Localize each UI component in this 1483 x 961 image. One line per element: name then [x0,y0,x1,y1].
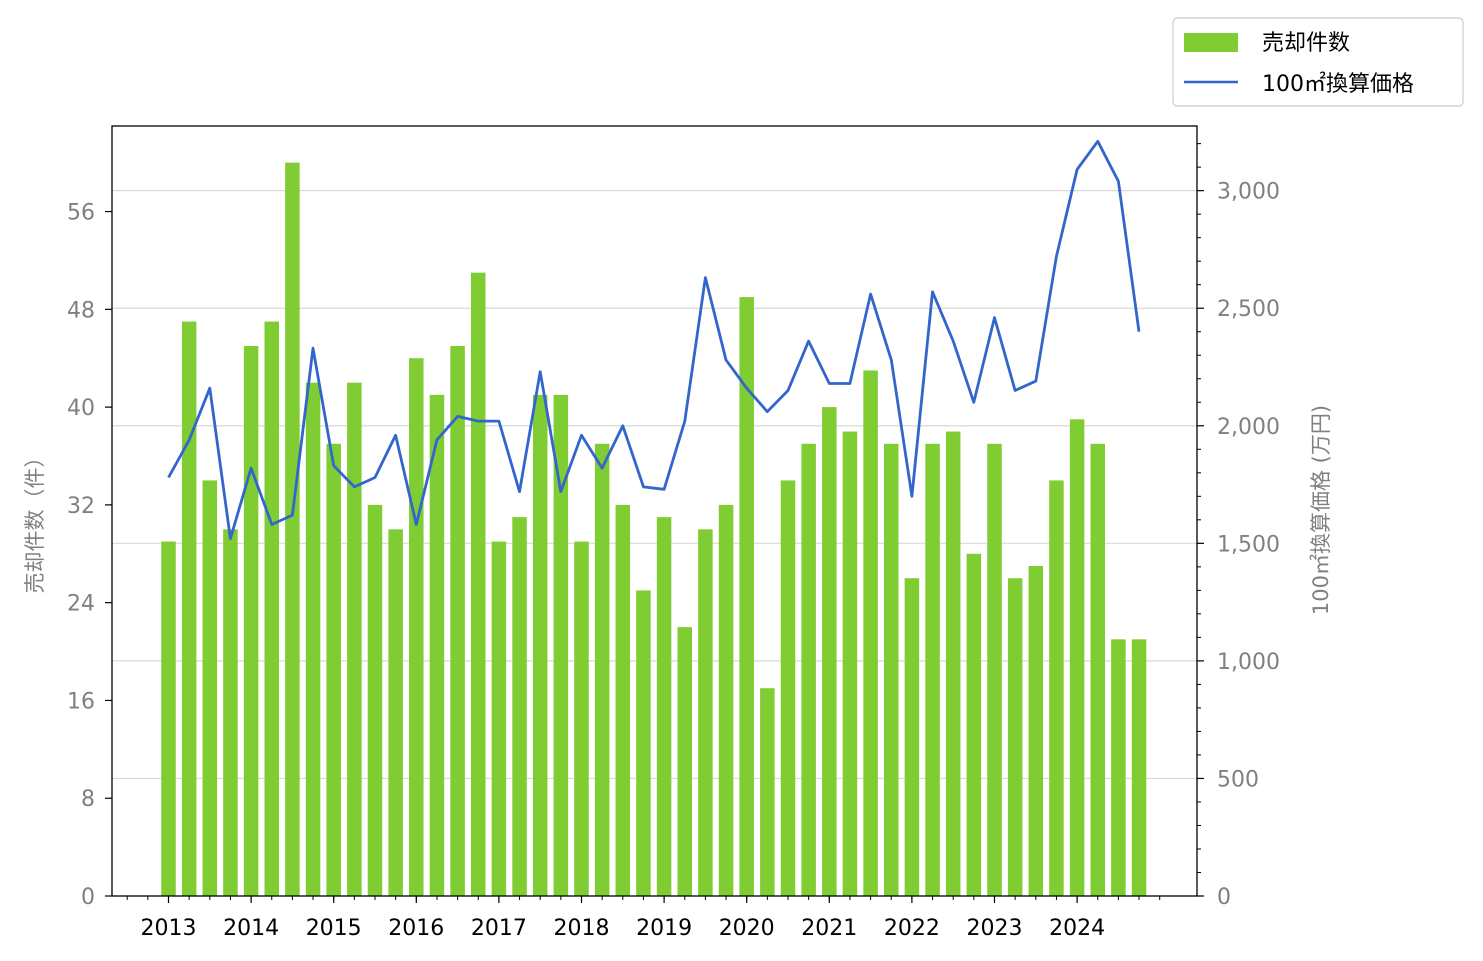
bar [1131,639,1147,896]
bar [884,443,899,896]
y-right-tick-label: 500 [1217,767,1259,792]
bar [739,297,754,897]
price-line [167,139,1141,540]
bar [863,370,878,896]
bar [760,688,775,896]
bar [822,407,837,896]
bar [1049,480,1064,896]
legend-frame [1172,17,1464,107]
bar [677,627,692,896]
bar [367,504,383,896]
y-right-tick-label: 0 [1217,885,1231,910]
y-right-tick-label: 2,500 [1217,297,1280,322]
x-tick-label: 2024 [1049,916,1105,941]
bar [594,443,610,896]
axes: 0 8 16 24 32 40 48 56 0 500 1,000 1,500 2,000 2,500 3,… [67,143,1280,941]
x-tick-label: 2018 [554,916,610,941]
bar [1007,578,1023,896]
line-series [167,139,1141,540]
bar [987,443,1002,896]
legend: 売却件数 100㎡換算価格 [1172,17,1464,107]
bar [429,394,445,896]
bar [1111,639,1126,896]
y-left-tick-label: 32 [67,494,95,519]
bar [161,541,176,896]
x-tick-label: 2019 [636,916,692,941]
y-left-tick-label: 16 [67,689,95,714]
x-tick-label: 2021 [801,916,857,941]
y-left-tick-label: 24 [67,592,95,617]
bar [532,394,548,896]
legend-label-line: 100㎡換算価格 [1262,71,1414,97]
y-left-tick-label: 40 [67,396,95,421]
bar [842,431,858,896]
y-left-tick-label: 48 [67,298,95,323]
bar [202,480,218,896]
y-right-tick-label: 1,000 [1217,650,1280,675]
bar [264,321,279,896]
bar [636,590,651,896]
bar [656,517,672,896]
plot-frame [111,125,1198,897]
x-tick-label: 2013 [141,916,197,941]
x-tick-label: 2022 [884,916,940,941]
bar [1028,566,1044,896]
x-tick-label: 2017 [471,916,527,941]
bar [491,541,507,896]
bar [409,358,424,896]
y-right-tick-label: 1,500 [1217,532,1280,557]
bar [966,553,982,896]
bar [698,529,713,896]
legend-swatch-bars [1184,33,1238,52]
bar [801,443,816,896]
bar [223,529,238,896]
bar [904,578,920,896]
x-tick-label: 2014 [223,916,279,941]
bar [780,480,796,896]
y-right-tick-label: 3,000 [1217,180,1280,205]
bar [512,517,527,896]
y-left-tick-label: 56 [67,201,95,226]
y-right-tick-label: 2,000 [1217,415,1280,440]
legend-label-bars: 売却件数 [1262,31,1350,56]
x-tick-label: 2020 [719,916,775,941]
bar [615,504,631,896]
bar [326,443,341,896]
bar [553,394,569,896]
bar [1069,419,1085,896]
bar-series [161,162,1147,897]
bar [471,272,486,897]
bar [1090,443,1105,896]
bar [243,346,259,896]
y-left-tick-label: 0 [81,885,95,910]
x-tick-label: 2023 [967,916,1023,941]
y-axis-left-title: 売却件数（件） [23,447,47,594]
x-tick-label: 2015 [306,916,362,941]
bar [347,382,362,897]
bar [450,346,465,896]
bar [574,541,589,896]
bar [305,382,321,897]
y-left-tick-label: 8 [81,787,95,812]
x-tick-label: 2016 [388,916,444,941]
bar [388,529,403,896]
bar [925,443,940,896]
bar [945,431,961,896]
y-axis-right-title: 100㎡換算価格 (万円) [1309,405,1333,615]
bar [718,504,734,896]
bar [285,162,300,896]
bar [181,321,197,896]
